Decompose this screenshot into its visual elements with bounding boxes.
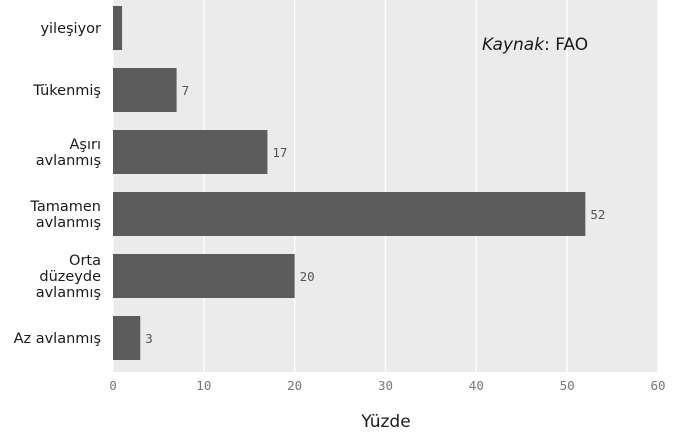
category-label-line: Tamamen [29,199,101,215]
source-suffix: : FAO [544,35,588,55]
category-label: yileşiyor [40,21,101,37]
source-prefix: Kaynak [482,35,545,55]
x-tick-label: 0 [109,378,117,393]
x-tick-label: 60 [650,378,665,393]
category-label: Tükenmiş [32,83,101,99]
category-label: Tamamen avlanmış [29,199,101,231]
bar [113,130,268,174]
source-note: Kaynak: FAO [482,35,588,55]
bar [113,316,141,360]
data-label: 17 [272,145,287,160]
category-label: Aşırı avlanmış [36,137,101,169]
bars [113,6,586,360]
category-label-line: avlanmış [36,285,101,301]
x-tick-label: 40 [469,378,484,393]
category-label-line: avlanmış [36,153,101,169]
x-tick-label: 30 [378,378,393,393]
x-tick-label: 20 [287,378,302,393]
bar [113,192,586,236]
x-tick-label: 50 [560,378,575,393]
category-label-line: Az avlanmış [14,331,101,347]
x-axis-title: Yüzde [360,412,410,432]
category-label-line: avlanmış [36,215,101,231]
category-label-line: Aşırı [70,137,102,153]
x-tick-label: 10 [196,378,211,393]
category-label-line: düzeyde [39,269,101,285]
category-label-line: Tükenmiş [32,83,101,99]
data-label: 7 [182,83,190,98]
bar [113,6,123,50]
bar [113,68,177,112]
grid-lines [112,0,659,372]
data-label: 52 [590,207,605,222]
category-label-line: yileşiyor [40,21,101,37]
category-label: Az avlanmış [14,331,101,347]
data-label: 3 [145,331,153,346]
category-label: Orta düzeyde avlanmış [36,253,101,301]
data-label: 20 [300,269,315,284]
category-label-line: Orta [69,253,101,269]
bar [113,254,295,298]
